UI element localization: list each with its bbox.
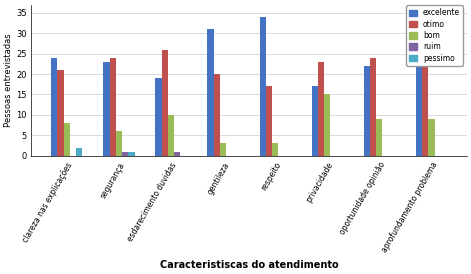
X-axis label: Caracteristiscas do atendimento: Caracteristiscas do atendimento — [160, 260, 339, 270]
Y-axis label: Pessoas entrevistadas: Pessoas entrevistadas — [4, 33, 13, 127]
Bar — [57, 70, 64, 156]
Bar — [122, 152, 128, 156]
Bar — [422, 62, 428, 156]
Bar — [116, 131, 122, 156]
Bar — [103, 62, 110, 156]
Bar — [64, 123, 70, 156]
Bar — [110, 58, 116, 156]
Bar — [266, 86, 272, 156]
Bar — [220, 144, 226, 156]
Bar — [214, 74, 220, 156]
Bar — [376, 119, 382, 156]
Bar — [168, 115, 174, 156]
Legend: excelente, otimo, bom, ruim, pessimo: excelente, otimo, bom, ruim, pessimo — [406, 5, 463, 66]
Bar — [155, 78, 162, 156]
Bar — [174, 152, 180, 156]
Bar — [51, 58, 57, 156]
Bar — [428, 119, 435, 156]
Bar — [312, 86, 318, 156]
Bar — [76, 147, 82, 156]
Bar — [370, 58, 376, 156]
Bar — [128, 152, 135, 156]
Bar — [364, 66, 370, 156]
Bar — [260, 17, 266, 156]
Bar — [162, 50, 168, 156]
Bar — [207, 29, 214, 156]
Bar — [318, 62, 324, 156]
Bar — [272, 144, 278, 156]
Bar — [416, 62, 422, 156]
Bar — [324, 95, 330, 156]
